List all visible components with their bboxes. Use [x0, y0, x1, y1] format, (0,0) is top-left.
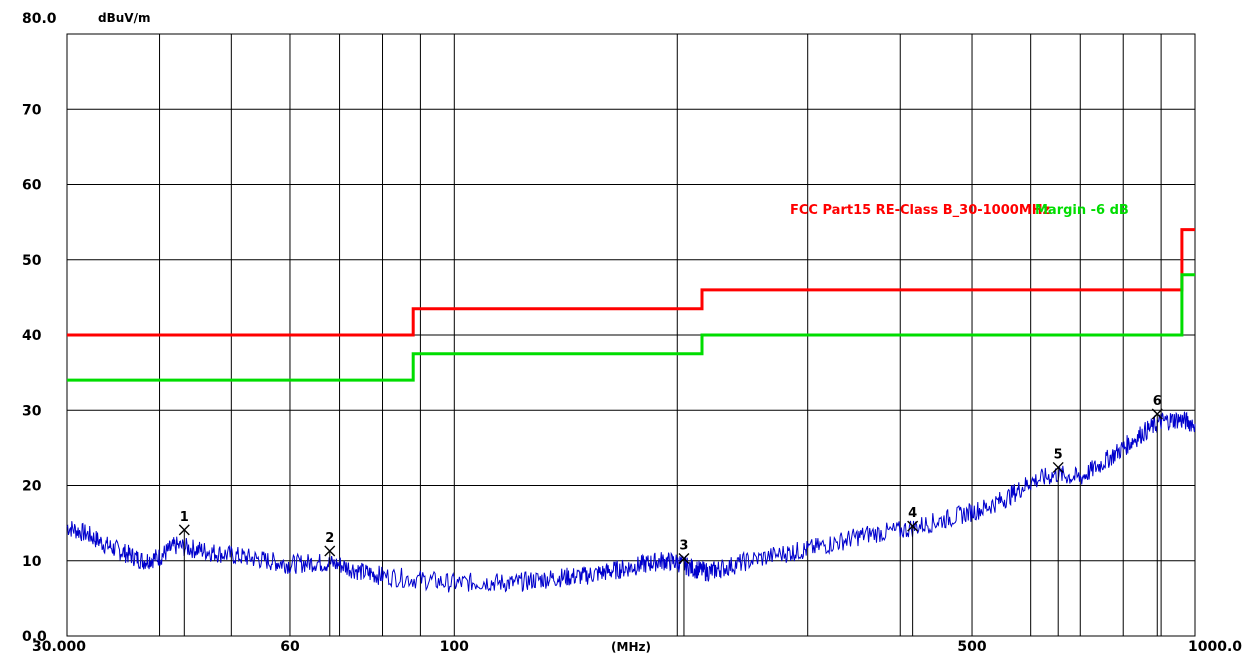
series-group [66, 228, 1196, 593]
legend-margin-text: Margin -6 dB [1035, 203, 1129, 218]
x-tick-label: 60 [280, 639, 300, 655]
limit-line [67, 228, 1195, 337]
margin-line [67, 273, 1195, 382]
marker-label: 3 [679, 538, 688, 553]
x-tick-label: 100 [440, 639, 469, 655]
marker-x [907, 520, 919, 532]
y-tick-label: 40 [22, 328, 42, 344]
x-tick-label: 500 [957, 639, 986, 655]
y-tick-label: 0.0 [22, 629, 47, 645]
marker-label: 5 [1054, 447, 1063, 462]
marker-x [324, 545, 336, 557]
y-tick-label: 80.0 [22, 11, 57, 27]
markers-group: 1 2 3 4 5 6 [178, 394, 1163, 636]
marker-x [678, 552, 690, 564]
marker-x [178, 524, 190, 536]
marker-label: 1 [180, 510, 189, 525]
y-tick-label: 10 [22, 554, 42, 570]
y-axis-label: dBuV/m [98, 11, 150, 25]
y-tick-label: 60 [22, 178, 42, 194]
measurement-trace [66, 411, 1196, 593]
x-axis-unit: (MHz) [611, 640, 651, 654]
x-tick-label: 30.000 [32, 639, 86, 655]
y-tick-label: 70 [22, 102, 42, 118]
marker-label: 4 [908, 506, 917, 521]
legend-limit-text: FCC Part15 RE-Class B_30-1000MHz [790, 203, 1050, 218]
marker-label: 6 [1153, 394, 1162, 409]
marker-x [1151, 408, 1163, 420]
marker-x [1052, 461, 1064, 473]
x-tick-label: 1000.0 [1188, 639, 1242, 655]
y-tick-label: 30 [22, 403, 42, 419]
axis-tick-labels: 0.0 10 20 30 40 50 60 70 80.0 30.000 60 100 500 1000.… [22, 11, 1242, 655]
y-tick-label: 50 [22, 253, 42, 269]
marker-label: 2 [325, 531, 334, 546]
y-tick-label: 20 [22, 479, 42, 495]
